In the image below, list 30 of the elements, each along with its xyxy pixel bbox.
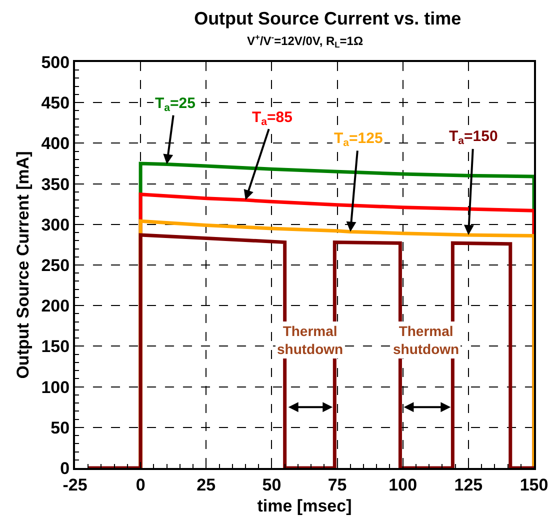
- y-tick-label: 150: [41, 337, 70, 356]
- y-tick-label: 300: [41, 215, 70, 234]
- x-tick-label: -25: [62, 475, 88, 494]
- x-tick-label: 50: [262, 475, 282, 494]
- y-tick-label: 0: [60, 458, 70, 478]
- y-tick-label: 100: [41, 378, 70, 397]
- line-series: [86, 233, 534, 468]
- y-tick-label: 250: [41, 256, 70, 275]
- y-tick-label: 350: [41, 174, 70, 194]
- x-tick-label: 75: [328, 475, 347, 494]
- annotation: Thermal shutdown: [393, 323, 460, 358]
- x-tick-label: 125: [454, 475, 483, 494]
- y-tick-label: 400: [41, 134, 70, 154]
- annotation: Thermal shutdown: [277, 323, 344, 358]
- annotation: T$_{a}$=150: [449, 128, 498, 148]
- chart-subtitle: V$^{+}$/V$^{-}$=12V/0V, R$_{L}$=1Ω: [247, 32, 364, 50]
- chart-title: Output Source Current vs. time: [194, 8, 462, 28]
- x-axis-title: time [msec]: [257, 496, 352, 516]
- annotation: T$_{a}$=85: [252, 109, 292, 128]
- y-axis-title: Output Source Current [mA]: [13, 151, 32, 379]
- x-tick-label: 0: [136, 475, 146, 494]
- y-tick-label: 50: [50, 418, 70, 438]
- x-tick-label: 25: [196, 475, 216, 494]
- x-tick-label: 100: [388, 475, 418, 494]
- annotation: T$_{a}$=125: [334, 130, 383, 150]
- annotation: T$_{a}$=25: [155, 95, 196, 114]
- y-tick-label: 500: [41, 52, 70, 72]
- x-tick-label: 150: [520, 475, 548, 494]
- y-tick-label: 450: [41, 94, 70, 113]
- y-tick-label: 200: [41, 296, 70, 316]
